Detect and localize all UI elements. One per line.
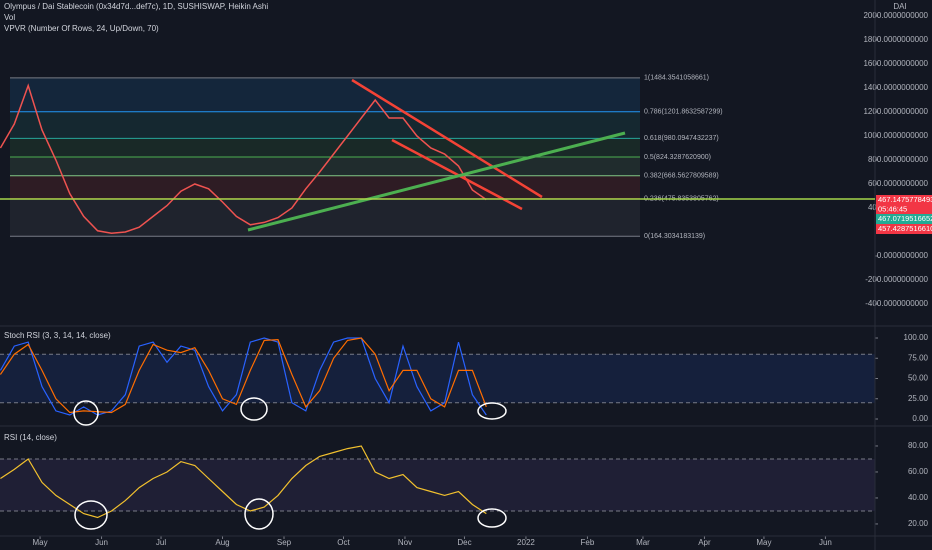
price-tag-text: 05:46:45 [878,204,907,213]
fib-label: 0.5(824.3287620900) [644,154,711,161]
y-tick-label: 0.0000000000 [877,251,929,260]
trend-line [247,131,626,232]
fib-label: 1(1484.3541058661) [644,75,709,82]
price-tag [876,195,932,205]
circle-drawing [74,500,108,530]
circle-drawing [73,400,99,426]
price-tag-text: 467.1475778493 [878,195,932,204]
y-tick-label: 40.00 [908,493,929,502]
data-line [0,337,487,414]
fib-zone [10,198,640,237]
x-tick-label: Sep [277,538,292,547]
fib-zone [10,157,640,176]
y-tick-label: 25.00 [908,394,929,403]
x-tick-label: Dec [457,538,471,547]
fib-label: 0.382(668.5627809589) [644,173,719,180]
circle-drawing [477,402,507,420]
volume-label: Vol [4,13,15,22]
band [0,354,875,403]
y-tick-label: 60.00 [908,467,929,476]
price-tag [876,214,932,224]
plot-layer: 1(1484.3541058661) 0.786(1201.8632587299)… [0,11,929,547]
indicator-label: Stoch RSI (3, 3, 14, 14, close) [4,331,111,340]
y-tick-label: 600.0000000000 [868,179,929,188]
y-tick-label: -200.0000000000 [865,275,928,284]
band [0,458,875,511]
chart-title: Olympus / Dai Stablecoin (0x34d7d...def7… [4,2,268,11]
x-tick-label: Jun [819,538,832,547]
x-tick-label: May [32,538,47,547]
price-tag [876,224,932,234]
data-line [0,337,487,416]
y-tick-label: 1800.0000000000 [863,35,928,44]
x-tick-label: May [756,538,771,547]
fib-zone [10,175,640,199]
y-tick-label: 1600.0000000000 [863,59,928,68]
y-tick-label: 80.00 [908,441,929,450]
price-tag [876,205,932,214]
x-tick-label: Jul [156,538,166,547]
x-tick-label: Nov [398,538,412,547]
y-tick-label: 20.00 [908,519,929,528]
y-tick-label: 2000.0000000000 [863,11,928,20]
circle-drawing [244,498,274,530]
y-tick-label: -400.0000000000 [865,299,928,308]
circle-drawing [240,397,268,421]
indicator-label: RSI (14, close) [4,433,57,442]
fib-zone [10,111,640,139]
fib-zone [10,138,640,158]
data-line [0,445,487,519]
fib-label: 0.786(1201.8632587299) [644,109,723,116]
x-tick-label: Feb [581,538,595,547]
currency-label: DAI [893,2,906,11]
x-tick-label: Jun [95,538,108,547]
y-tick-label: 1400.0000000000 [863,83,928,92]
x-tick-label: Oct [337,538,350,547]
trend-line [351,78,543,199]
x-tick-label: 2022 [517,538,535,547]
indicator-label: VPVR (Number Of Rows, 24, Up/Down, 70) [4,24,159,33]
x-tick-label: Apr [698,538,711,547]
price-tag-text: 467.0719516652 [878,214,932,223]
y-tick-label: 1200.0000000000 [863,107,928,116]
circle-drawing [477,508,507,528]
y-tick-label: 50.00 [908,374,929,383]
data-line [0,83,487,234]
x-tick-label: Mar [636,538,650,547]
y-tick-label: 1000.0000000000 [863,131,928,140]
y-tick-label: 100.00 [904,333,929,342]
fib-zone [10,77,640,112]
x-tick-label: Aug [215,538,229,547]
fib-label: 0.618(980.0947432237) [644,135,719,142]
price-tag-text: 457.4287516610 [878,224,932,233]
trend-line [391,138,523,211]
fib-label: 0(164.3034183139) [644,233,705,240]
y-tick-label: 75.00 [908,353,929,362]
y-tick-label: 0.00 [912,414,928,423]
y-tick-label: 800.0000000000 [868,155,929,164]
